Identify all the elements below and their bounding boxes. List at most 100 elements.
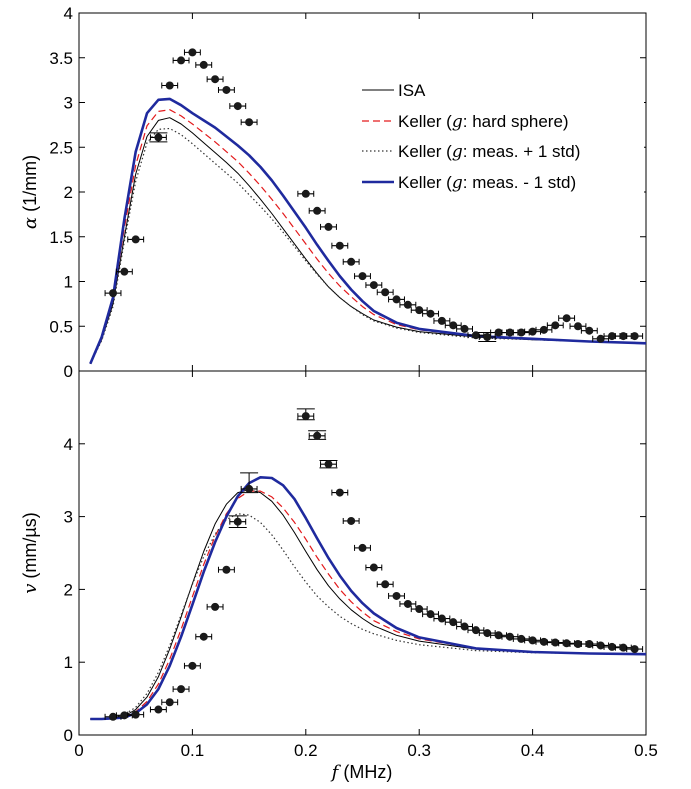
attenuation-measured-point (115, 267, 133, 276)
velocity-x-tick-label: 0 (74, 741, 83, 760)
attenuation-measured-point (354, 272, 371, 281)
attenuation-measured-point (172, 56, 190, 65)
measured-marker (573, 640, 582, 648)
measured-marker (415, 306, 424, 315)
attenuation-measured-point (206, 75, 224, 84)
measured-marker (392, 591, 401, 600)
attenuation-y-tick-label: 0.5 (49, 317, 73, 336)
measured-marker (222, 565, 231, 574)
attenuation-y-tick-label: 3 (64, 94, 73, 113)
measured-marker (585, 640, 594, 648)
measured-marker (165, 698, 174, 707)
measured-marker (539, 325, 548, 334)
velocity-measured-point (365, 563, 383, 572)
velocity-y-tick-label: 4 (64, 435, 73, 454)
legend-background (358, 73, 644, 198)
velocity-panel: 0 1 2 3 4 0 0.1 0.2 0.3 0.4 0.5 v (mm/µs) f (MHz) (20, 370, 658, 783)
measured-marker (335, 488, 344, 497)
attenuation-measured-points (104, 48, 644, 343)
velocity-x-tick-label: 0.3 (407, 741, 431, 760)
measured-marker (449, 618, 458, 627)
measured-marker (381, 288, 390, 297)
measured-marker (335, 241, 344, 250)
measured-marker (426, 309, 435, 318)
velocity-y-tick-label: 2 (64, 580, 73, 599)
measured-marker (596, 641, 605, 650)
velocity-measured-point (308, 430, 327, 440)
velocity-measured-point (580, 640, 598, 648)
legend-label-keller-meas-plus: Keller (g: meas. + 1 std) (398, 142, 580, 162)
velocity-measured-point (592, 641, 610, 650)
attenuation-curve-keller-meas-plus (89, 127, 647, 365)
measured-marker (449, 321, 458, 330)
measured-marker (539, 637, 548, 646)
measured-marker (313, 431, 322, 440)
attenuation-ticks: 0 0.5 1 1.5 2 2.5 3 3.5 4 (49, 4, 647, 381)
measured-marker (120, 711, 129, 720)
measured-marker (324, 222, 333, 231)
attenuation-curve-keller-meas-minus (89, 97, 647, 365)
legend-label-keller-hard-sphere: Keller (g: hard sphere) (398, 112, 569, 132)
velocity-measured-point (161, 698, 179, 707)
measured-marker (517, 328, 526, 337)
measured-marker (211, 602, 220, 611)
measured-marker (177, 685, 186, 694)
legend-label-isa: ISA (398, 81, 426, 100)
measured-marker (154, 705, 163, 714)
measured-marker (347, 257, 356, 266)
measured-marker (403, 300, 412, 309)
velocity-ticks: 0 1 2 3 4 0 0.1 0.2 0.3 0.4 0.5 (64, 371, 658, 760)
measured-marker (369, 281, 378, 290)
measured-marker (551, 638, 560, 647)
measured-marker (551, 321, 560, 330)
velocity-measured-point (410, 605, 428, 614)
attenuation-measured-point (320, 222, 337, 231)
attenuation-measured-point (569, 322, 587, 331)
attenuation-curve-keller-hard-sphere (89, 109, 647, 365)
velocity-measured-point (331, 488, 349, 497)
velocity-measured-point (626, 645, 644, 654)
velocity-x-tick-label: 0.4 (521, 741, 545, 760)
measured-marker (301, 412, 310, 421)
velocity-curve-isa (90, 489, 647, 720)
measured-marker (494, 328, 503, 337)
velocity-measured-point (422, 610, 439, 619)
measured-marker (415, 605, 424, 614)
legend-item-isa: ISA (362, 81, 426, 100)
attenuation-measured-point (558, 314, 576, 323)
measured-marker (301, 189, 310, 198)
attenuation-y-tick-label: 2 (64, 183, 73, 202)
measured-marker (630, 645, 639, 654)
measured-marker (460, 324, 469, 333)
velocity-axes-box (78, 370, 647, 736)
attenuation-measured-point (342, 257, 360, 266)
measured-marker (585, 326, 594, 335)
attenuation-measured-point (217, 85, 235, 94)
attenuation-measured-point (603, 332, 621, 341)
measured-marker (471, 331, 480, 340)
measured-marker (245, 484, 254, 493)
measured-marker (528, 636, 537, 645)
measured-marker (437, 614, 446, 623)
attenuation-measured-point (104, 289, 122, 298)
measured-marker (165, 81, 174, 90)
velocity-measured-point (501, 632, 519, 641)
measured-marker (324, 460, 333, 469)
measured-marker (619, 643, 628, 652)
measured-marker (358, 272, 367, 281)
velocity-measured-point (558, 639, 576, 648)
attenuation-model-curves (89, 97, 647, 365)
velocity-measured-point (183, 661, 201, 670)
measured-marker (188, 661, 197, 670)
attenuation-measured-point (376, 288, 394, 297)
velocity-measured-point (444, 618, 462, 627)
measured-marker (392, 295, 401, 304)
velocity-model-curves (90, 475, 647, 721)
legend-item-keller-meas-plus: Keller (g: meas. + 1 std) (362, 142, 580, 162)
legend-item-keller-hard-sphere: Keller (g: hard sphere) (362, 112, 569, 132)
measured-marker (381, 580, 390, 589)
attenuation-measured-point (456, 324, 473, 333)
measured-marker (199, 632, 208, 641)
measured-marker (562, 639, 571, 648)
attenuation-measured-point (580, 326, 598, 335)
